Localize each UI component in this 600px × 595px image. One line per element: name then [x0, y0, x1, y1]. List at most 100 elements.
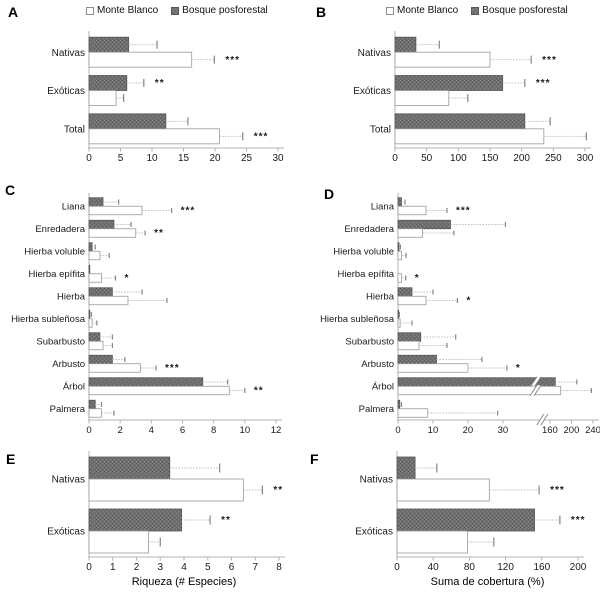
category-label: Hierba epífita [28, 269, 85, 280]
bar-bosque-posforestal [396, 508, 535, 532]
x-tick-label: 5 [118, 153, 124, 164]
bar-monte-blanco [397, 228, 423, 238]
significance-stars: *** [536, 78, 551, 89]
bar-bosque-posforestal [396, 456, 416, 480]
bar-monte-blanco [397, 295, 427, 306]
panel-d-label: D [324, 186, 335, 202]
bar-bosque-posforestal [88, 36, 130, 53]
legend-b: Monte Blanco Bosque posforestal [386, 5, 568, 16]
panel-e-label: E [6, 451, 16, 467]
category-label: Nativas [360, 475, 393, 486]
significance-stars: *** [254, 132, 269, 143]
x-tick-label: 2 [118, 425, 123, 436]
panel-e-chart: 0 1 2 3 4 5 6 7 8 Nativas ** Exóticas ** [47, 451, 285, 573]
x-tick-label: 200 [570, 562, 587, 573]
monte-blanco-swatch [386, 6, 394, 15]
category-label: Total [64, 124, 85, 135]
bar-bosque-posforestal [397, 197, 402, 207]
significance-stars: *** [550, 485, 565, 496]
significance-stars: * [124, 273, 129, 284]
x-tick-label: 0 [395, 425, 400, 436]
bar-monte-blanco [88, 530, 149, 554]
panel-b-chart: 0 50 100 150 200 250 300 Nativas *** Exóticas *** T… [353, 31, 594, 164]
bar-bosque-posforestal [88, 309, 91, 320]
x-tick-label: 30 [272, 153, 284, 164]
bar-bosque-posforestal [88, 287, 113, 297]
significance-stars: * [466, 296, 471, 307]
category-label: Exóticas [355, 527, 393, 538]
significance-stars: * [516, 363, 521, 374]
bar-break [530, 385, 542, 396]
bar-bosque-posforestal [394, 75, 504, 91]
category-label: Nativas [52, 475, 85, 486]
legend-item-monte-blanco: Monte Blanco [86, 5, 158, 16]
bar-bosque-posforestal [88, 113, 167, 130]
category-label: Exóticas [47, 527, 85, 538]
bar-bosque-posforestal [88, 332, 101, 342]
bar-monte-blanco [397, 273, 402, 283]
x-tick-label: 160 [533, 562, 550, 573]
bar-bosque-posforestal [88, 508, 183, 532]
panel-b-label: B [316, 4, 327, 20]
bar-monte-blanco [88, 363, 141, 373]
panel-c: C 0 2 4 6 8 10 12 Liana *** Enredadera ** Hierba vo… [0, 170, 300, 445]
bar-bosque-posforestal [397, 287, 413, 297]
x-tick-label: 10 [240, 425, 251, 436]
category-label: Hierba epífita [337, 269, 394, 280]
x-tick-label: 20 [209, 153, 221, 164]
bar-monte-blanco [396, 478, 490, 502]
legend-item-bosque-posforestal: Bosque posforestal [471, 5, 568, 16]
panel-c-label: C [5, 182, 16, 198]
significance-stars: ** [154, 228, 164, 239]
bar-monte-blanco [88, 205, 143, 216]
bar-monte-blanco [88, 90, 117, 106]
x-tick-label: 0 [86, 562, 92, 573]
x-tick-label: 0 [86, 153, 92, 164]
x-tick-label: 80 [464, 562, 476, 573]
x-tick-label: 7 [252, 562, 258, 573]
bar-bosque-posforestal [397, 309, 400, 320]
x-tick-label: 250 [545, 153, 562, 164]
significance-stars: *** [225, 55, 240, 66]
x-tick-label: 6 [229, 562, 235, 573]
legend-label-monte-blanco: Monte Blanco [397, 5, 459, 16]
category-label: Palmera [50, 404, 86, 415]
bar-monte-blanco [88, 128, 220, 145]
panel-a-chart: 0 5 10 15 20 25 30 Nativas *** Exóticas ** Total *** [47, 31, 284, 164]
category-label: Hierba subleñosa [11, 314, 86, 325]
bar-monte-blanco [88, 408, 102, 418]
bar-bosque-posforestal [88, 197, 104, 207]
x-tick-label: 200 [513, 153, 530, 164]
x-tick-label: 20 [463, 425, 474, 436]
category-label: Hierba [366, 292, 395, 303]
legend-a: Monte Blanco Bosque posforestal [86, 5, 268, 16]
category-label: Enredadera [344, 224, 394, 235]
x-tick-label: 4 [149, 425, 154, 436]
legend-label-bosque-posforestal: Bosque posforestal [482, 5, 568, 16]
category-label: Nativas [52, 48, 85, 59]
category-label: Liana [371, 202, 395, 213]
panel-f: F 0 40 80 120 160 200 Nativas *** Exóticas *** Su… [300, 445, 600, 595]
significance-stars: ** [221, 515, 231, 526]
category-label: Subarbusto [36, 337, 85, 348]
bar-monte-blanco [88, 295, 129, 306]
x-tick-label: 4 [181, 562, 187, 573]
axis-break-slash [540, 413, 549, 426]
bar-break-slash [529, 384, 538, 397]
bar-bosque-posforestal [88, 75, 128, 91]
significance-stars: ** [155, 78, 165, 89]
x-tick-label: 2 [134, 562, 140, 573]
bar-monte-blanco [88, 51, 193, 68]
category-label: Liana [62, 202, 86, 213]
significance-stars: *** [165, 363, 180, 374]
x-tick-label: 0 [392, 153, 398, 164]
x-tick-label: 8 [276, 562, 282, 573]
category-label: Total [370, 124, 391, 135]
significance-stars: *** [542, 55, 557, 66]
bar-bosque-posforestal [397, 242, 400, 252]
significance-stars: ** [273, 485, 283, 496]
panel-f-label: F [310, 451, 319, 467]
significance-stars: * [415, 273, 420, 284]
category-label: Árbol [372, 382, 394, 393]
